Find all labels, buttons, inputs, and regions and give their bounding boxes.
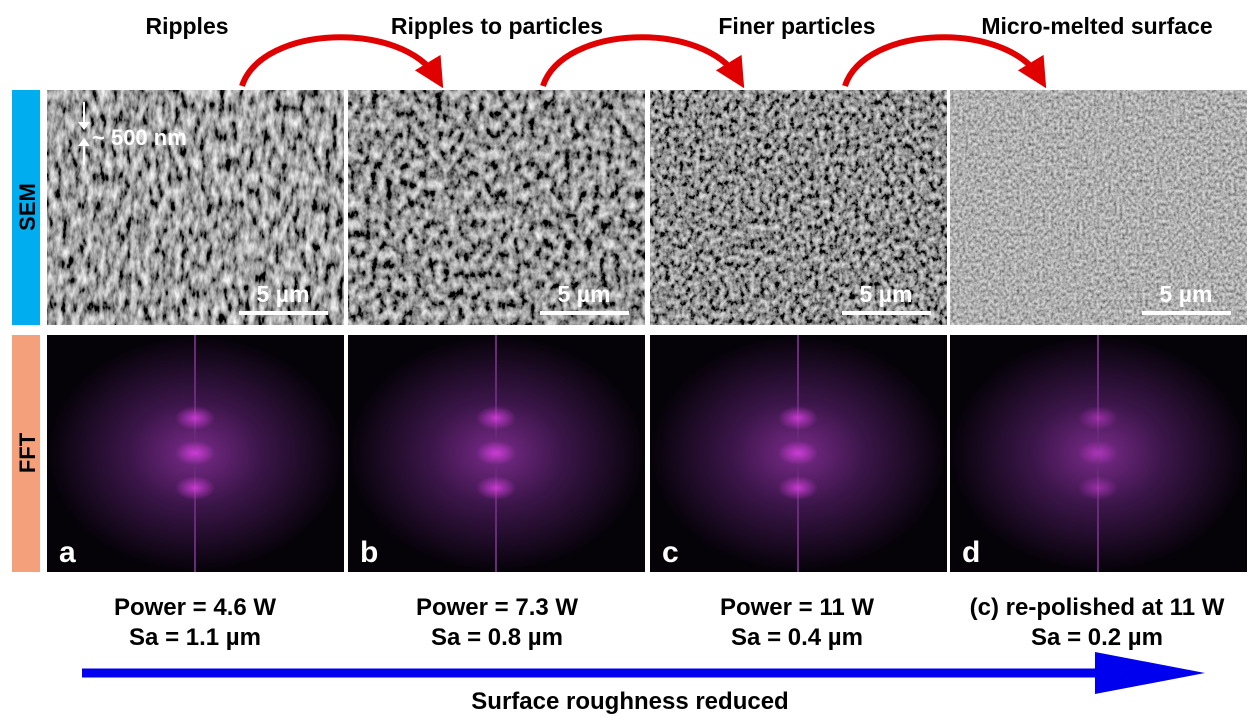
row-label-bg [12, 335, 40, 572]
sem-image [950, 90, 1247, 325]
fft-peak [1078, 441, 1118, 465]
sem-image [650, 90, 947, 325]
panel-letter: d [962, 536, 980, 569]
transition-arrow [540, 34, 745, 89]
scale-bar-label: 5 µm [558, 281, 611, 307]
power: Power = 7.3 W [416, 594, 578, 621]
power: Power = 4.6 W [114, 594, 276, 621]
panel-letter: b [360, 536, 378, 569]
column-title: Ripples to particles [391, 13, 603, 39]
transition-arrow [239, 34, 444, 89]
power: (c) re-polished at 11 W [970, 594, 1225, 621]
trend-label: Surface roughness reduced [471, 688, 788, 715]
fft-peak [476, 476, 516, 500]
column-title: Micro-melted surface [981, 13, 1212, 39]
trend-arrowhead [1095, 652, 1205, 694]
transition-arrow [842, 34, 1047, 89]
fft-peak [778, 476, 818, 500]
panels: 5 µm a Ripples Power = 4.6 W Sa = 1.1 µm 5 µm… [47, 13, 1247, 651]
row-label: FFT [15, 432, 40, 473]
column-title: Ripples [145, 13, 228, 39]
row-label: SEM [15, 183, 40, 231]
sem-image [47, 90, 344, 325]
panel-letter: c [662, 536, 679, 569]
scale-bar-label: 5 µm [860, 281, 913, 307]
scale-bar-label: 5 µm [257, 281, 310, 307]
period-arrowhead [78, 138, 90, 146]
column-title: Finer particles [718, 13, 875, 39]
roughness: Sa = 0.2 µm [1031, 624, 1163, 651]
roughness: Sa = 1.1 µm [129, 624, 261, 651]
period-arrowhead [78, 122, 90, 130]
sem-image [348, 90, 645, 325]
fft-peak [175, 406, 215, 430]
roughness: Sa = 0.4 µm [731, 624, 863, 651]
fft-peak [175, 476, 215, 500]
fft-peak [1078, 476, 1118, 500]
fft-peak [175, 441, 215, 465]
fft-peak [778, 406, 818, 430]
power: Power = 11 W [720, 594, 874, 621]
period-label: ~ 500 nm [92, 125, 187, 150]
panel-letter: a [59, 536, 76, 569]
fft-peak [778, 441, 818, 465]
scale-bar-label: 5 µm [1160, 281, 1213, 307]
fft-peak [476, 441, 516, 465]
roughness: Sa = 0.8 µm [431, 624, 563, 651]
fft-peak [1078, 406, 1118, 430]
fft-peak [476, 406, 516, 430]
row-label-bg [12, 90, 40, 325]
